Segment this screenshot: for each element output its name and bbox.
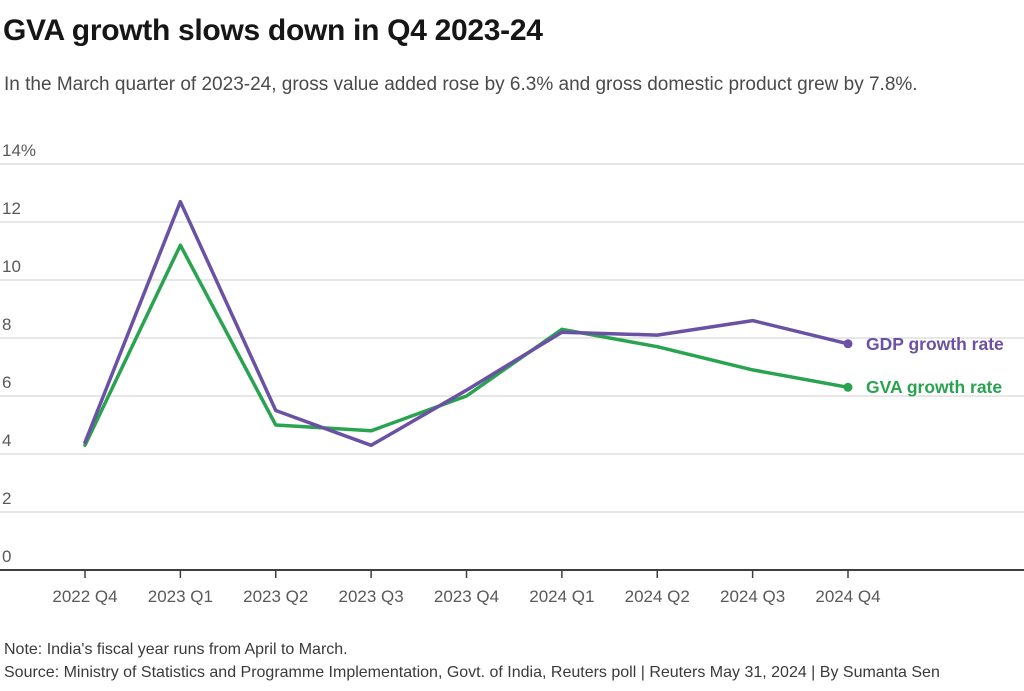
x-axis-tick-label: 2024 Q4 [815, 587, 880, 606]
x-axis-tick-label: 2023 Q4 [434, 587, 499, 606]
y-axis-tick-label: 0 [2, 547, 11, 566]
y-axis-tick-label: 8 [2, 315, 11, 334]
gdp-endpoint-dot [843, 339, 853, 349]
x-axis-tick-label: 2023 Q3 [339, 587, 404, 606]
y-axis-tick-label: 10 [2, 257, 21, 276]
y-axis-tick-label: 6 [2, 373, 11, 392]
source-text: Source: Ministry of Statistics and Progr… [4, 664, 940, 681]
gva-line [83, 243, 850, 448]
x-axis-tick-label: 2022 Q4 [52, 587, 117, 606]
chart-subtitle: In the March quarter of 2023-24, gross v… [4, 74, 918, 95]
x-axis-tick-label: 2023 Q1 [148, 587, 213, 606]
gdp-line [83, 199, 850, 448]
y-axis-tick-label: 2 [2, 489, 11, 508]
y-axis-tick-label: 4 [2, 431, 11, 450]
x-axis-tick-label: 2023 Q2 [243, 587, 308, 606]
x-axis-tick-label: 2024 Q2 [625, 587, 690, 606]
x-axis-tick-label: 2024 Q3 [720, 587, 785, 606]
legend-gdp-label: GDP growth rate [866, 333, 1004, 354]
x-axis-tick-label: 2024 Q1 [529, 587, 594, 606]
chart-title: GVA growth slows down in Q4 2023-24 [3, 14, 543, 47]
y-axis-tick-label: 14% [2, 141, 36, 160]
legend-gva-label: GVA growth rate [866, 377, 1003, 398]
y-axis-tick-label: 12 [2, 199, 21, 218]
gva-endpoint-dot [843, 382, 853, 392]
note-text: Note: India's fiscal year runs from Apri… [4, 641, 348, 658]
